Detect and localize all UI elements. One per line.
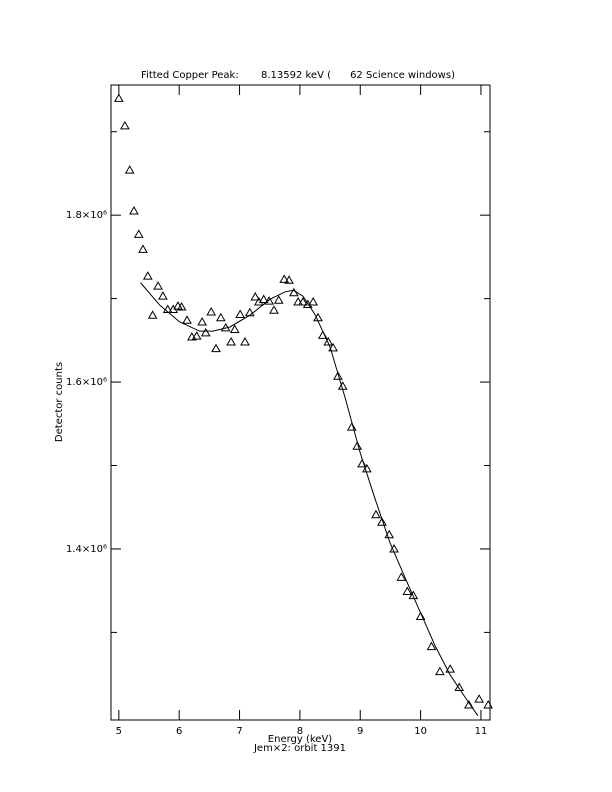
data-point xyxy=(120,120,130,130)
data-point xyxy=(124,165,135,174)
data-point xyxy=(445,664,456,673)
data-point xyxy=(142,271,153,280)
x-tick-label: 8 xyxy=(297,726,303,737)
data-point xyxy=(279,274,290,283)
data-point xyxy=(269,305,279,314)
data-point xyxy=(215,312,226,322)
data-point xyxy=(133,229,144,238)
data-point xyxy=(240,336,250,346)
x-tick-label: 11 xyxy=(475,726,488,737)
data-point xyxy=(211,343,221,353)
data-point xyxy=(197,316,207,326)
data-point xyxy=(371,509,381,519)
data-point xyxy=(474,694,484,703)
x-tick-label: 6 xyxy=(176,726,182,737)
data-point xyxy=(346,422,357,431)
y-tick-label: 1.6×10⁶ xyxy=(66,377,107,388)
data-point xyxy=(426,641,437,651)
data-point xyxy=(308,296,319,306)
data-point xyxy=(226,336,236,346)
data-point xyxy=(182,315,192,324)
data-point xyxy=(176,301,187,311)
subtitle: Jem×2: orbit 1391 xyxy=(253,743,346,754)
data-point xyxy=(454,682,465,691)
data-point xyxy=(377,517,387,526)
y-tick-label: 1.8×10⁶ xyxy=(66,210,107,221)
plot-frame xyxy=(110,84,491,721)
data-point xyxy=(253,296,264,306)
data-point xyxy=(153,281,163,290)
data-point xyxy=(293,296,303,306)
fit-line xyxy=(140,282,479,717)
data-point xyxy=(396,572,407,581)
y-axis-label: Detector counts xyxy=(54,362,65,442)
data-point xyxy=(415,611,426,621)
data-point xyxy=(435,666,445,676)
data-point xyxy=(408,590,419,600)
data-point xyxy=(147,310,158,319)
chart-title: Fitted Copper Peak: 8.13592 keV ( 62 Sci… xyxy=(141,70,455,81)
data-point xyxy=(258,294,269,303)
data-point xyxy=(191,331,202,340)
data-point xyxy=(264,296,274,305)
data-point xyxy=(138,244,148,253)
data-point xyxy=(113,93,124,102)
data-point xyxy=(158,291,168,300)
data-point xyxy=(284,275,294,284)
data-point xyxy=(333,371,343,380)
y-tick-label: 1.4×10⁶ xyxy=(66,544,107,555)
data-point xyxy=(483,699,494,709)
data-point xyxy=(323,336,334,346)
data-point xyxy=(229,324,240,333)
x-tick-label: 7 xyxy=(236,726,242,737)
data-point xyxy=(298,296,308,306)
x-tick-label: 5 xyxy=(116,726,122,737)
data-point xyxy=(352,441,363,450)
data-point xyxy=(200,327,211,337)
data-point xyxy=(250,291,261,301)
x-axis-label: Energy (keV) xyxy=(268,734,333,745)
data-point xyxy=(235,309,246,318)
data-point xyxy=(129,205,139,215)
data-point xyxy=(206,306,217,316)
x-tick-label: 9 xyxy=(357,726,363,737)
x-tick-label: 10 xyxy=(414,726,427,737)
data-point xyxy=(273,295,284,304)
data-point xyxy=(464,699,474,709)
data-point xyxy=(328,342,338,352)
data-point xyxy=(402,586,413,595)
